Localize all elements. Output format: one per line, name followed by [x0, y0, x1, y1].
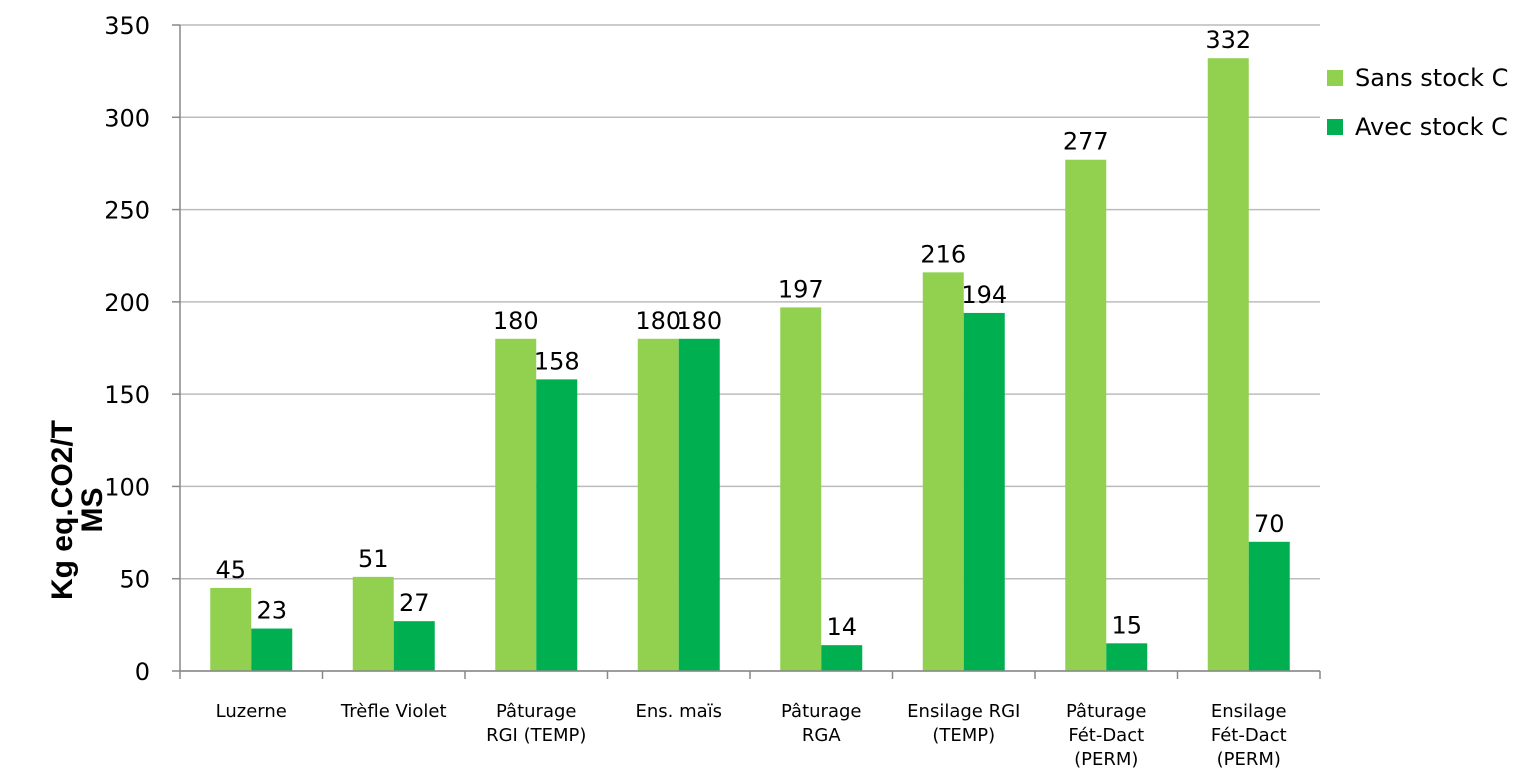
y-tick-label: 100: [104, 473, 150, 501]
y-tick-label: 200: [104, 289, 150, 317]
x-tick-label: Ens. maïs: [635, 701, 723, 722]
bar: [393, 621, 435, 671]
value-label: 14: [826, 613, 857, 641]
bar: [495, 338, 537, 671]
value-label: 277: [1063, 128, 1109, 156]
bar: [1106, 643, 1148, 671]
value-label: 45: [215, 556, 246, 584]
bar: [922, 272, 964, 671]
x-tick-label: Pâturage RGA: [781, 701, 862, 746]
value-label: 23: [256, 597, 287, 625]
bar: [780, 307, 822, 671]
bar: [352, 576, 394, 671]
y-tick-label: 250: [104, 197, 150, 225]
y-axis-label: Kg eq.CO2/T MS: [46, 420, 109, 601]
y-tick-label: 300: [104, 104, 150, 132]
value-label: 158: [534, 347, 580, 375]
bar: [1248, 541, 1290, 671]
value-label: 180: [493, 307, 539, 335]
y-tick-label: 50: [119, 566, 150, 594]
bar: [536, 379, 578, 671]
x-tick-label: Trèfle Violet: [340, 701, 447, 722]
value-label: 27: [399, 589, 430, 617]
x-tick-label: Ensilage RGI (TEMP): [907, 701, 1021, 746]
bar: [1065, 159, 1107, 672]
bar: [963, 312, 1005, 671]
value-label: 180: [635, 307, 681, 335]
x-tick-label: Pâturage Fét-Dact (PERM): [1066, 701, 1147, 770]
legend-swatch: [1327, 70, 1343, 86]
legend-swatch: [1327, 119, 1343, 135]
y-tick-label: 150: [104, 381, 150, 409]
value-label: 15: [1111, 611, 1142, 639]
value-label: 194: [961, 281, 1007, 309]
bar: [1207, 58, 1249, 672]
legend-label: Avec stock C: [1355, 113, 1508, 141]
y-tick-label: 0: [135, 658, 150, 686]
bar: [821, 645, 863, 671]
x-tick-label: Luzerne: [215, 701, 287, 722]
value-label: 216: [920, 240, 966, 268]
value-label: 180: [676, 307, 722, 335]
value-label: 70: [1254, 510, 1285, 538]
legend-label: Sans stock C: [1355, 64, 1508, 92]
bar: [210, 587, 252, 671]
value-label: 197: [778, 275, 824, 303]
x-tick-label: Pâturage RGI (TEMP): [486, 701, 587, 746]
bar: [637, 338, 679, 671]
bar: [251, 628, 293, 671]
bar: [678, 338, 720, 671]
value-label: 51: [358, 545, 389, 573]
x-tick-label: Ensilage Fét-Dact (PERM): [1210, 701, 1287, 770]
value-label: 332: [1205, 26, 1251, 54]
y-tick-label: 350: [104, 12, 150, 40]
